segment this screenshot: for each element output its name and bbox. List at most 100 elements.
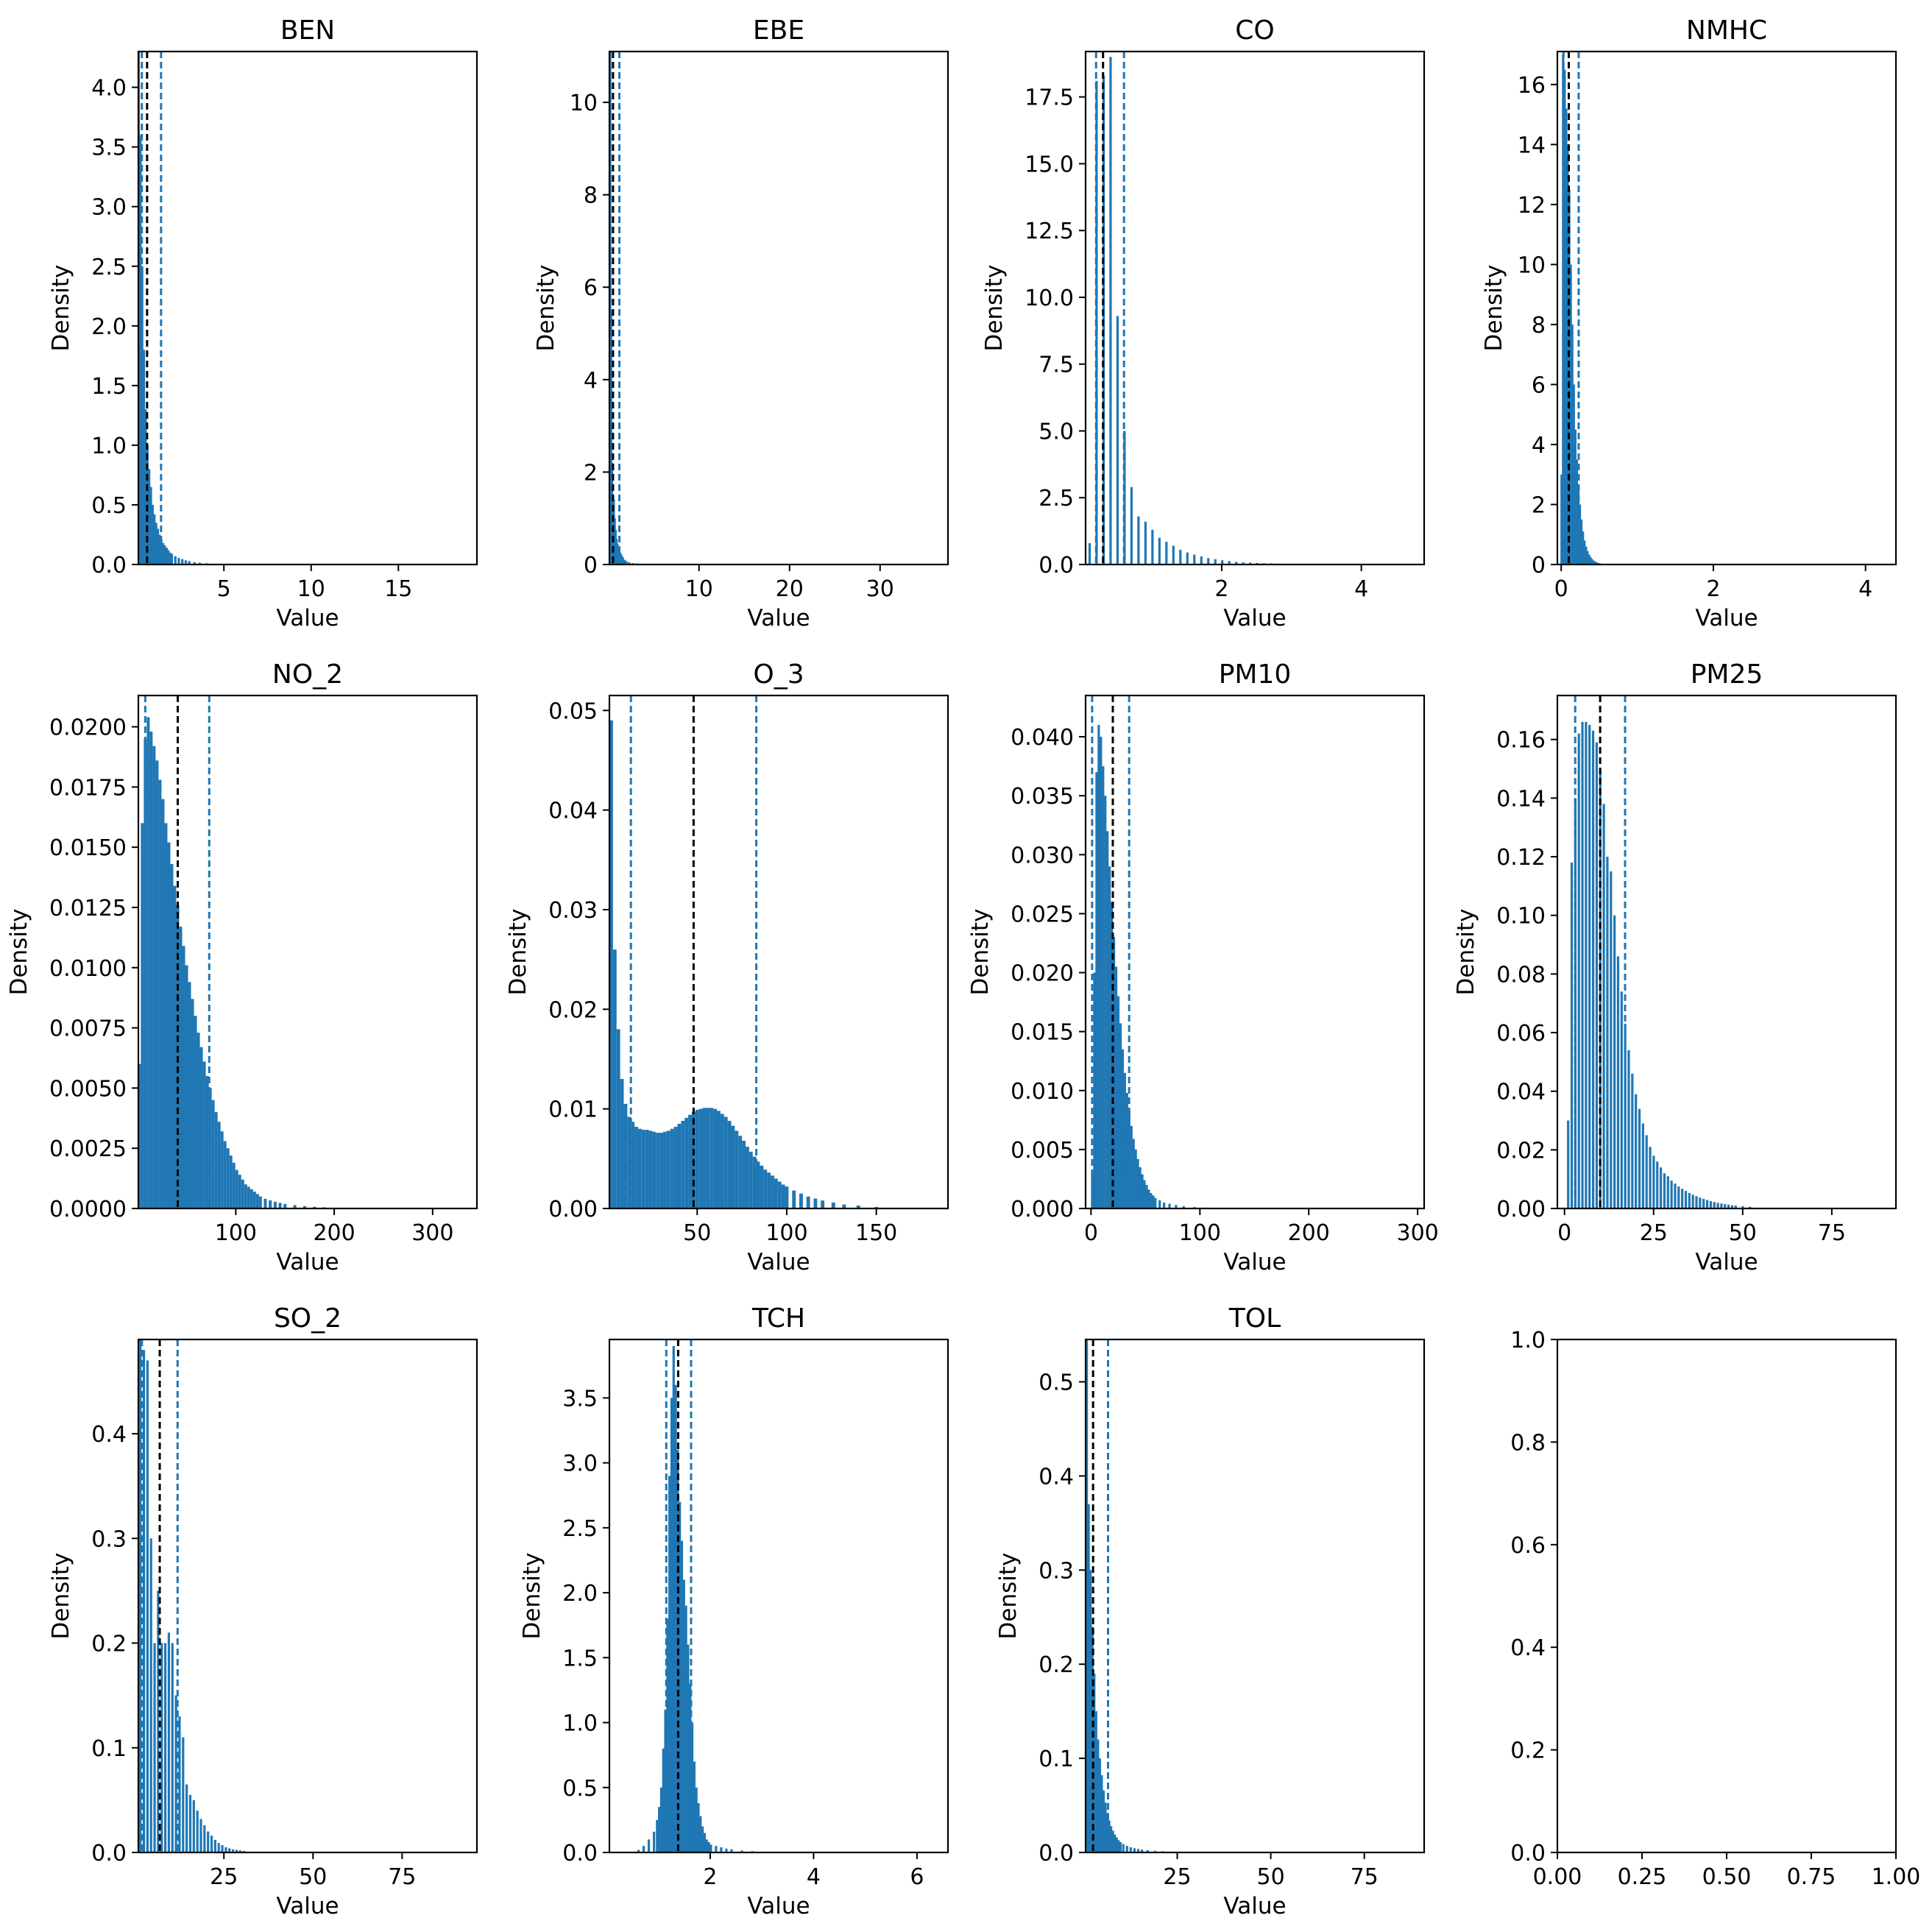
histogram-bar [269, 1200, 272, 1208]
histogram-bar [1122, 1844, 1125, 1852]
histogram-bar [1659, 1167, 1663, 1208]
histogram-bar [149, 1538, 152, 1852]
histogram-bar [163, 545, 166, 564]
histogram-bar [742, 1140, 746, 1208]
histogram-bar [659, 1133, 664, 1208]
histogram-bar [1102, 1790, 1105, 1852]
y-tick-label: 0.01 [548, 1097, 598, 1123]
histogram-bar [1577, 733, 1580, 1208]
histogram-bar [1641, 1123, 1644, 1208]
histogram-bar [1108, 866, 1111, 1208]
histogram-bar [151, 504, 154, 564]
subplot-title: TOL [1228, 1303, 1281, 1334]
histogram-bar [207, 1831, 210, 1852]
histogram-bar [1133, 1848, 1136, 1852]
y-tick-label: 0.040 [1011, 725, 1074, 751]
histogram-bar [146, 717, 150, 1208]
y-tick-label: 0.02 [1496, 1138, 1546, 1164]
histogram-bar [1652, 1155, 1655, 1208]
histogram-bar [1125, 1092, 1128, 1208]
y-tick-label: 0.0075 [49, 1016, 127, 1042]
histogram-bar [229, 1155, 233, 1208]
histogram-bar [191, 999, 194, 1208]
y-tick-label: 0.6 [1510, 1533, 1546, 1559]
histogram-bar [167, 842, 171, 1208]
histogram-bar [1572, 384, 1575, 564]
histogram-bar [695, 1110, 699, 1208]
y-tick-label: 0.3 [1038, 1558, 1074, 1584]
histogram-bar [181, 559, 184, 564]
histogram-bar [1104, 1802, 1107, 1852]
y-tick-label: 10 [570, 91, 598, 116]
y-tick-label: 12 [1518, 193, 1546, 219]
histogram-bar [645, 1130, 649, 1208]
histogram-bar [627, 1116, 631, 1208]
y-tick-label: 0.10 [1496, 904, 1546, 930]
histogram-bar [1585, 546, 1588, 564]
histogram-bar [1175, 1205, 1178, 1208]
subplot-so-2: 25 50 75 0.0 0.1 0.2 0.3 0.4 SO_2 Value Density [48, 1303, 478, 1919]
y-tick-label: 0.00 [1496, 1197, 1546, 1222]
histogram-bar [293, 1205, 297, 1208]
y-tick-label: 0.0100 [49, 956, 127, 982]
histogram-bar [637, 1850, 640, 1852]
axes-frame [137, 1338, 478, 1854]
histogram-bar [792, 1190, 796, 1208]
plot-area [1086, 1339, 1179, 1852]
histogram-bar [1112, 937, 1116, 1208]
x-axis-label: Value [276, 605, 339, 631]
y-tick-label: 15.0 [1025, 152, 1074, 177]
histogram-bar [171, 1643, 174, 1852]
x-tick-label: 0 [1084, 1220, 1098, 1246]
histogram-bar [731, 1125, 735, 1208]
y-axis-label: Density [1481, 265, 1507, 352]
x-tick-label: 100 [215, 1220, 257, 1246]
histogram-bar [1091, 1627, 1094, 1852]
x-tick-label: 150 [855, 1220, 897, 1246]
histogram-bar [680, 1540, 684, 1852]
plot-area [609, 52, 638, 564]
x-axis-label: Value [276, 1249, 339, 1275]
x-axis-label: Value [1695, 1249, 1758, 1275]
histogram-bar [221, 1845, 224, 1852]
histogram-bar [666, 1618, 669, 1852]
histogram-bar [153, 514, 156, 564]
plot-area [1560, 52, 1624, 564]
histogram-bar [1730, 1205, 1734, 1208]
subplot-title: EBE [753, 15, 804, 46]
histogram-bar [1221, 560, 1224, 564]
histogram-bar [1567, 1120, 1570, 1208]
plot-area [1567, 695, 1752, 1208]
y-tick-label: 6 [584, 275, 598, 301]
histogram-bar [1150, 1193, 1153, 1208]
subplot-o-3: 50 100 150 0.00 0.01 0.02 0.03 0.04 0.05 O_3 Value… [505, 659, 949, 1275]
x-tick-label: 0.25 [1618, 1864, 1667, 1890]
subplot-title: SO_2 [274, 1303, 342, 1334]
histogram-bar [1720, 1203, 1723, 1208]
histogram-bar [223, 1141, 227, 1208]
histogram-bar [263, 1198, 267, 1208]
subplot-title: O_3 [753, 659, 804, 690]
histogram-bar [641, 1130, 645, 1208]
histogram-bar [637, 1128, 642, 1208]
histogram-bar [198, 562, 202, 564]
plot-area [138, 52, 226, 564]
histogram-bar [224, 1847, 227, 1852]
histogram-bar [188, 561, 191, 564]
histogram-bar [205, 1076, 209, 1208]
histogram-bar [182, 1737, 185, 1852]
histogram-bar [674, 1384, 677, 1852]
histogram-bar [664, 1709, 667, 1852]
histogram-bar [283, 1203, 287, 1208]
histogram-bar [1592, 560, 1595, 564]
y-tick-label: 6 [1532, 372, 1546, 398]
histogram-bar [1586, 551, 1589, 564]
y-tick-label: 2.5 [91, 255, 127, 280]
histogram-bar [1105, 1813, 1109, 1852]
histogram-bar [720, 1847, 723, 1852]
histogram-bar [142, 350, 146, 564]
histogram-bar [1141, 1174, 1144, 1208]
histogram-bar [1098, 1758, 1101, 1852]
histogram-bar [710, 1844, 712, 1852]
